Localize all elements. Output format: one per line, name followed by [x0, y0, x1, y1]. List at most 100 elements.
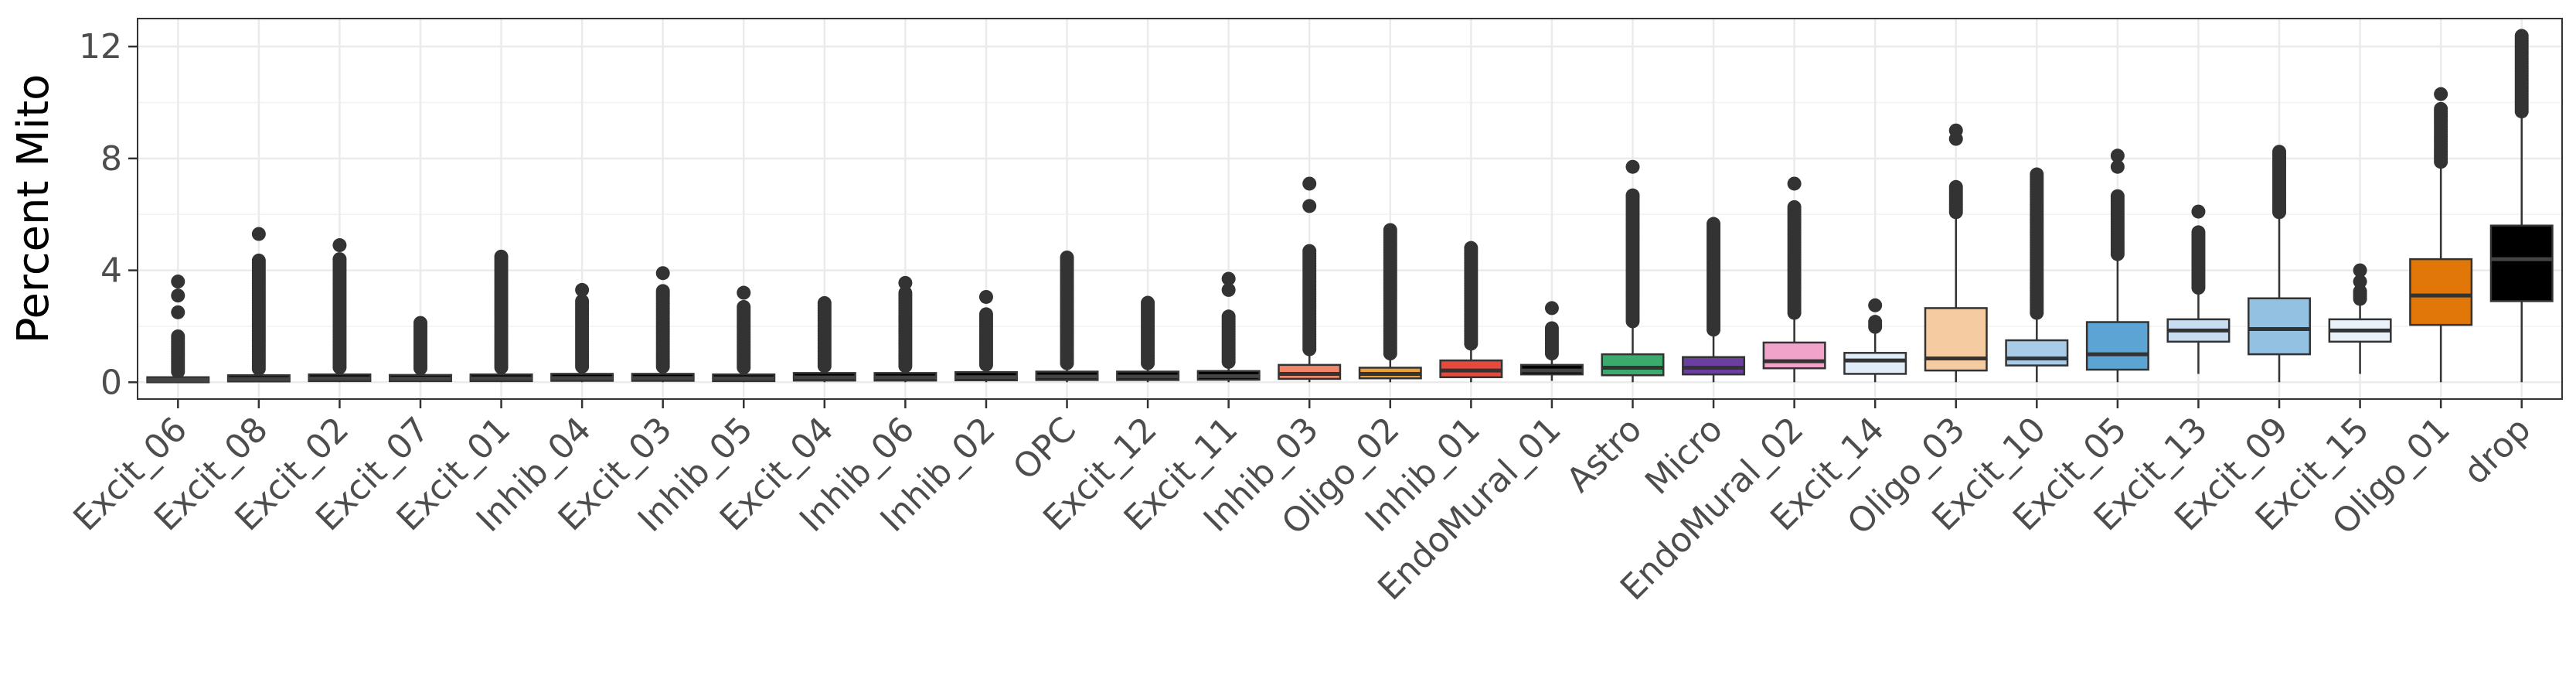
box-Inhib_02 — [954, 289, 1018, 383]
box-Excit_06 — [146, 275, 210, 384]
box-iqr — [1924, 307, 1988, 372]
outlier-point — [2434, 101, 2448, 116]
box-iqr — [1278, 363, 1342, 380]
box-iqr — [2005, 339, 2069, 367]
box-Excit_02 — [308, 238, 372, 383]
outlier-point — [171, 288, 185, 303]
y-tick-label: 8 — [100, 139, 122, 179]
outlier-point — [2030, 167, 2044, 182]
outlier-point — [171, 275, 185, 289]
x-tick-label: Astro — [1559, 410, 1649, 500]
box-drop — [2489, 29, 2554, 383]
box-Oligo_02 — [1358, 223, 1422, 383]
box-Excit_12 — [1116, 295, 1180, 383]
outlier-point — [1544, 321, 1559, 336]
y-tick-label: 12 — [79, 27, 122, 67]
box-Excit_11 — [1196, 271, 1261, 383]
box-Excit_09 — [2248, 145, 2312, 383]
outlier-point — [1625, 159, 1640, 174]
box-Inhib_05 — [712, 285, 776, 383]
box-iqr — [2248, 297, 2312, 356]
outlier-point — [575, 282, 590, 297]
box-EndoMural_02 — [1762, 176, 1826, 383]
outlier-point — [1948, 123, 1963, 138]
outlier-point — [575, 294, 590, 309]
outlier-point — [1625, 188, 1640, 203]
outlier-point — [1060, 250, 1074, 264]
plot-panel — [138, 19, 2562, 399]
box-Oligo_01 — [2409, 87, 2473, 383]
outlier-point — [1383, 223, 1397, 237]
outlier-point — [1221, 271, 1236, 286]
outlier-point — [1221, 309, 1236, 324]
y-axis: 0 4 8 12 — [79, 27, 138, 402]
box-Oligo_03 — [1924, 123, 1988, 383]
box-iqr — [2409, 258, 2473, 326]
outlier-point — [2110, 148, 2125, 163]
outlier-point — [737, 285, 751, 300]
outlier-point — [2353, 263, 2367, 278]
box-Inhib_06 — [873, 275, 938, 383]
box-Inhib_01 — [1439, 241, 1503, 383]
outlier-point — [171, 305, 185, 319]
y-tick-label: 0 — [100, 363, 122, 402]
outlier-point — [2272, 145, 2287, 159]
outlier-point — [2514, 29, 2529, 43]
outlier-point — [251, 253, 266, 268]
outlier-point — [978, 307, 993, 322]
outlier-point — [655, 266, 670, 281]
outlier-point — [737, 299, 751, 314]
box-EndoMural_01 — [1519, 301, 1584, 381]
outlier-point — [1787, 176, 1802, 191]
outlier-point — [2191, 225, 2206, 240]
x-axis: Excit_06Excit_08Excit_02Excit_07Excit_01… — [66, 399, 2538, 608]
outlier-point — [413, 316, 427, 330]
box-iqr — [1762, 341, 1826, 370]
box-Excit_13 — [2166, 204, 2231, 374]
outlier-point — [898, 285, 913, 300]
box-Excit_04 — [792, 295, 856, 383]
outlier-point — [2191, 204, 2206, 219]
box-series — [146, 29, 2554, 384]
outlier-point — [1302, 199, 1317, 213]
x-tick-label: drop — [2456, 410, 2539, 493]
outlier-point — [1948, 179, 1963, 194]
box-iqr — [2489, 224, 2554, 302]
outlier-point — [171, 329, 185, 343]
outlier-point — [332, 252, 347, 267]
y-tick-label: 4 — [100, 251, 122, 291]
outlier-point — [1787, 200, 1802, 214]
outlier-point — [1868, 298, 1883, 312]
outlier-point — [1302, 176, 1317, 191]
box-Inhib_03 — [1278, 176, 1342, 383]
outlier-point — [2353, 275, 2367, 289]
outlier-point — [1544, 301, 1559, 316]
outlier-point — [1141, 295, 1155, 310]
box-Excit_05 — [2085, 148, 2149, 383]
outlier-point — [2353, 284, 2367, 299]
box-iqr — [2085, 321, 2149, 371]
box-Excit_14 — [1843, 298, 1907, 383]
box-Micro — [1682, 217, 1746, 383]
plot-border — [137, 18, 2563, 400]
outlier-point — [332, 238, 347, 253]
outlier-point — [655, 284, 670, 299]
box-OPC — [1035, 250, 1099, 383]
outlier-point — [251, 227, 266, 241]
outlier-point — [1707, 217, 1721, 231]
outlier-point — [1868, 315, 1883, 329]
box-Excit_03 — [631, 266, 695, 383]
box-iqr — [1843, 352, 1907, 375]
outlier-point — [1302, 244, 1317, 258]
outlier-point — [2110, 159, 2125, 174]
box-Excit_10 — [2005, 167, 2069, 383]
outlier-point — [2434, 87, 2448, 101]
box-Astro — [1601, 159, 1665, 383]
outlier-point — [898, 275, 913, 290]
outlier-point — [978, 289, 993, 304]
outlier-point — [1464, 241, 1479, 255]
box-Excit_15 — [2328, 263, 2392, 374]
box-Excit_07 — [388, 316, 452, 383]
outlier-point — [494, 249, 509, 264]
